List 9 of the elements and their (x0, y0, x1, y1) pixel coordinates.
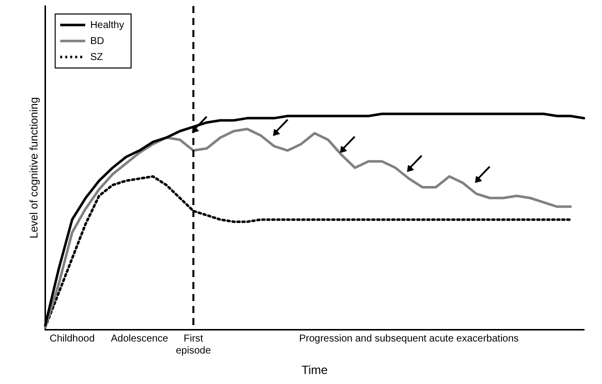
x-tick-label: Childhood (50, 333, 95, 344)
x-tick-label: Progression and subsequent acute exacerbations (299, 333, 519, 344)
legend-label: BD (90, 36, 104, 47)
x-tick-label: First episode (176, 333, 212, 356)
legend-label: SZ (90, 52, 103, 63)
x-axis-title: Time (301, 363, 328, 378)
y-axis-title: Level of cognitive functioning (28, 97, 41, 238)
legend-label: Healthy (90, 20, 124, 31)
x-tick-label: Adolescence (110, 333, 169, 344)
